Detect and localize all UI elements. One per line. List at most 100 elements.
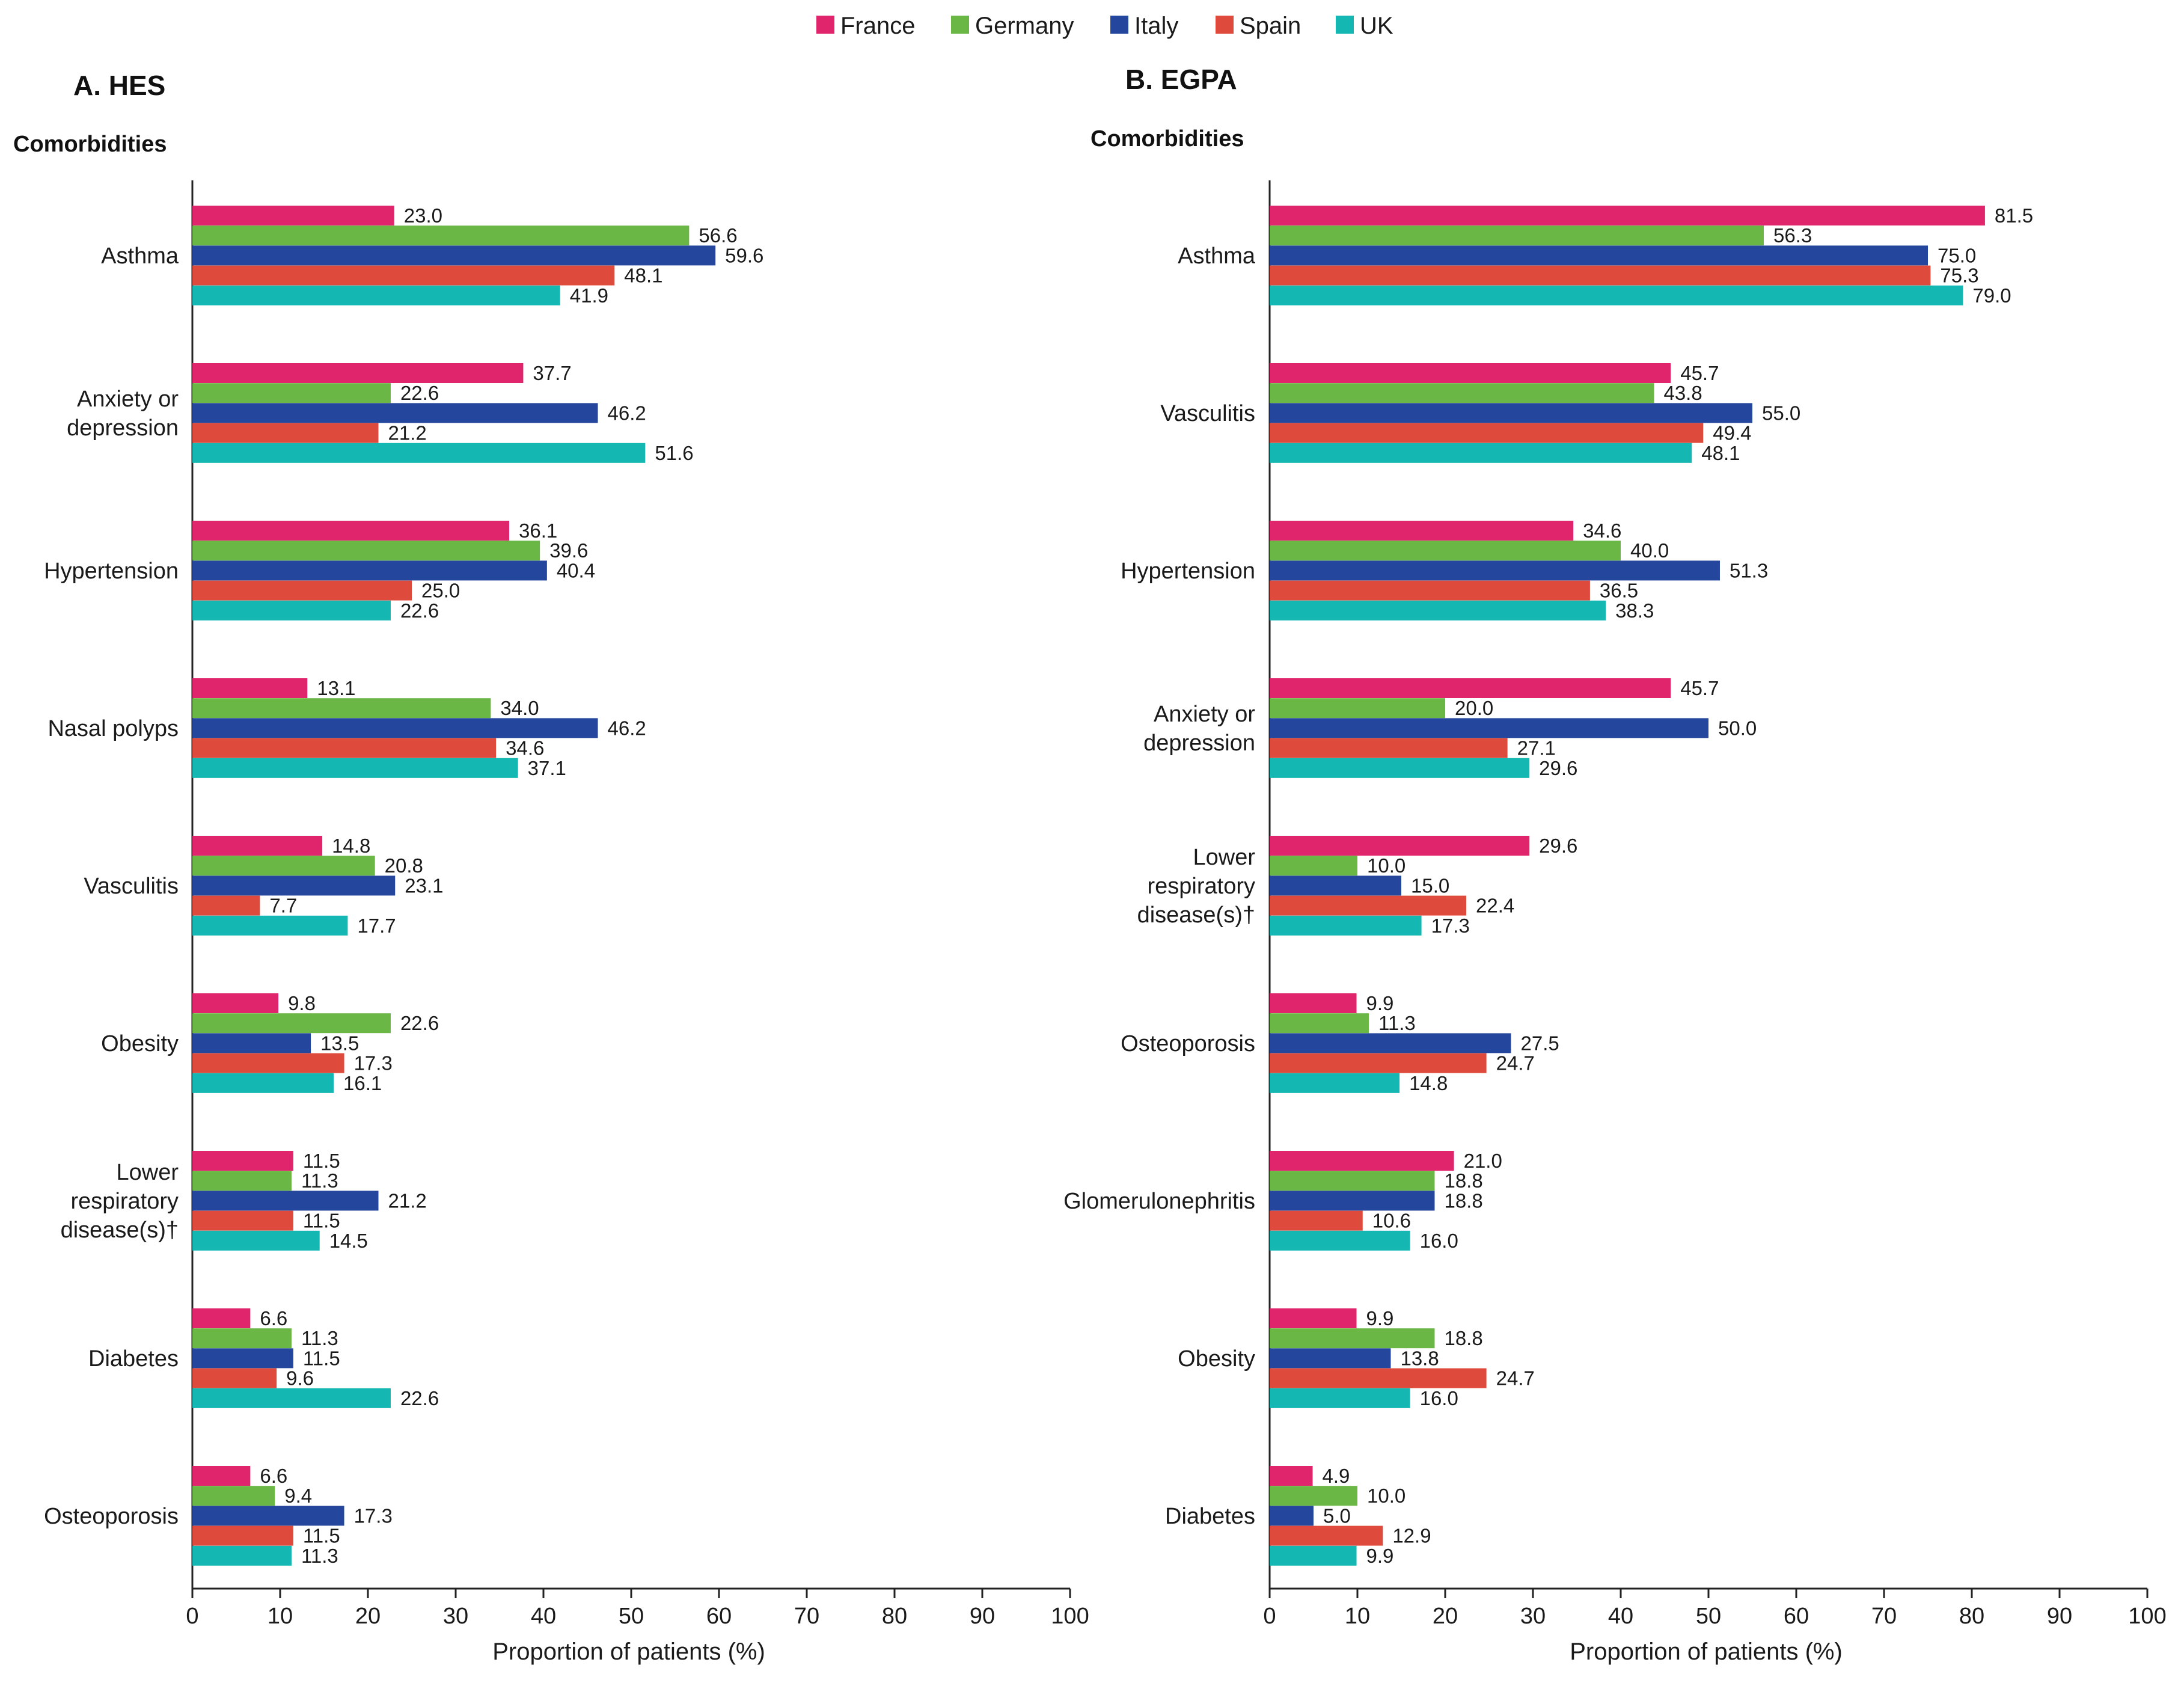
x-tick-label: 60 (706, 1604, 732, 1629)
data-label-france: 9.9 (1366, 992, 1394, 1014)
bar-italy (1270, 718, 1708, 738)
category-label: Lower (1193, 845, 1256, 870)
data-label-spain: 24.7 (1496, 1052, 1535, 1074)
bar-italy (192, 1033, 311, 1053)
bar-spain (1270, 1368, 1487, 1388)
bar-spain (1270, 738, 1508, 758)
bar-germany (192, 856, 375, 876)
bar-uk (192, 285, 560, 305)
bar-uk (1270, 1388, 1410, 1408)
category-label: Hypertension (44, 559, 179, 584)
category-label: depression (1143, 731, 1255, 756)
bar-uk (192, 1230, 320, 1251)
legend-label-spain: Spain (1240, 13, 1301, 39)
bar-italy (192, 875, 396, 896)
data-label-germany: 40.0 (1630, 539, 1669, 562)
data-label-france: 34.6 (1583, 520, 1621, 542)
category-label: Anxiety or (1154, 702, 1255, 727)
x-tick-label: 60 (1784, 1604, 1809, 1629)
bar-spain (192, 423, 379, 443)
data-label-italy: 17.3 (354, 1504, 393, 1527)
bar-spain (192, 1053, 344, 1073)
bar-italy (1270, 1506, 1314, 1526)
data-label-spain: 12.9 (1392, 1525, 1431, 1547)
data-label-germany: 11.3 (301, 1169, 338, 1192)
legend-label-france: France (840, 13, 916, 39)
data-label-spain: 9.6 (286, 1367, 314, 1390)
bar-uk (1270, 1230, 1410, 1251)
x-tick-label: 30 (1520, 1604, 1546, 1629)
category-label: Vasculitis (84, 874, 179, 899)
bar-spain (192, 1525, 293, 1546)
x-tick-label: 90 (2047, 1604, 2072, 1629)
data-label-germany: 43.8 (1663, 382, 1702, 404)
data-label-france: 14.8 (332, 835, 370, 857)
bar-france (1270, 836, 1530, 856)
data-label-spain: 24.7 (1496, 1367, 1535, 1390)
bar-france (192, 363, 524, 383)
bar-spain (1270, 265, 1931, 286)
bar-germany (192, 1171, 292, 1191)
data-label-germany: 10.0 (1367, 1485, 1406, 1507)
bar-spain (192, 1210, 293, 1231)
x-tick-label: 50 (1696, 1604, 1721, 1629)
data-label-uk: 41.9 (570, 284, 608, 307)
bar-spain (1270, 423, 1704, 443)
data-label-germany: 20.0 (1455, 697, 1493, 719)
x-tick-label: 0 (1263, 1604, 1276, 1629)
panel-egpa: B. EGPA Comorbidities 0 10 20 30 40 50 60 70 80 90 1… (1063, 64, 2167, 1665)
bar-spain (1270, 580, 1590, 601)
legend-label-uk: UK (1360, 13, 1393, 39)
bar-germany (1270, 541, 1621, 561)
data-label-spain: 25.0 (421, 580, 460, 602)
data-label-spain: 11.5 (303, 1525, 340, 1547)
legend-swatch-italy (1110, 16, 1128, 34)
data-label-spain: 22.4 (1476, 895, 1514, 917)
data-label-italy: 18.8 (1444, 1189, 1482, 1212)
bar-germany (192, 383, 391, 403)
bar-uk (1270, 443, 1692, 463)
data-label-germany: 9.4 (284, 1485, 312, 1507)
legend-swatch-uk (1336, 16, 1354, 34)
bar-france (1270, 521, 1574, 541)
data-label-uk: 16.0 (1420, 1387, 1458, 1409)
data-label-spain: 27.1 (1517, 737, 1556, 759)
data-label-france: 45.7 (1680, 362, 1719, 384)
bar-germany (192, 1486, 275, 1506)
x-tick-label: 20 (1433, 1604, 1458, 1629)
data-label-france: 37.7 (533, 362, 571, 384)
data-label-uk: 79.0 (1972, 284, 2011, 307)
bar-germany (192, 1013, 391, 1034)
bar-italy (1270, 1191, 1435, 1211)
legend: France Germany Italy Spain UK (816, 13, 1393, 39)
bar-italy (1270, 1348, 1391, 1369)
bar-germany (192, 541, 540, 561)
data-label-france: 13.1 (317, 677, 355, 699)
bar-spain (1270, 1053, 1487, 1073)
data-label-spain: 49.4 (1713, 422, 1751, 444)
bar-uk (192, 600, 391, 621)
bar-uk (1270, 1073, 1400, 1093)
x-tick-label: 20 (355, 1604, 381, 1629)
bar-spain (1270, 1525, 1383, 1546)
data-label-italy: 46.2 (608, 717, 646, 739)
x-tick-label: 80 (1959, 1604, 1984, 1629)
data-label-italy: 13.8 (1400, 1347, 1439, 1369)
panel-hes: A. HES Comorbidities 0 10 20 30 40 50 60 70 80 90 10… (13, 70, 1089, 1665)
category-label: Asthma (101, 244, 179, 269)
data-label-uk: 51.6 (655, 442, 693, 464)
data-label-italy: 40.4 (557, 559, 595, 581)
bar-germany (1270, 856, 1357, 876)
bar-germany (1270, 1486, 1357, 1506)
data-label-germany: 18.8 (1444, 1327, 1482, 1349)
data-label-germany: 39.6 (549, 539, 588, 562)
bar-spain (192, 265, 615, 286)
x-tick-label: 100 (1051, 1604, 1089, 1629)
data-label-uk: 22.6 (400, 599, 439, 622)
bar-france (192, 678, 308, 698)
panel-subtitle: Comorbidities (1090, 126, 1244, 152)
data-label-italy: 11.5 (303, 1347, 340, 1369)
x-tick-label: 40 (531, 1604, 556, 1629)
data-label-uk: 11.3 (301, 1545, 338, 1567)
bar-spain (1270, 1210, 1363, 1231)
